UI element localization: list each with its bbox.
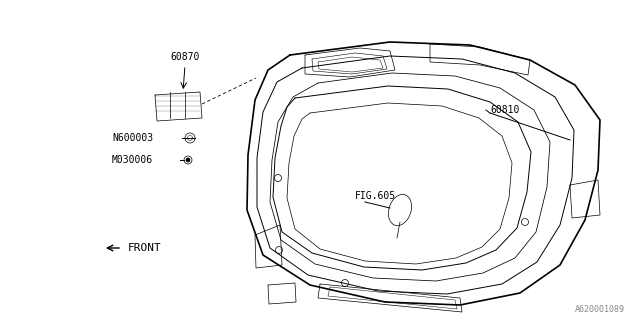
- Text: A620001089: A620001089: [575, 306, 625, 315]
- Circle shape: [186, 158, 190, 162]
- Text: 60810: 60810: [490, 105, 520, 115]
- Text: FIG.605: FIG.605: [355, 191, 396, 201]
- Text: M030006: M030006: [112, 155, 153, 165]
- Text: 60870: 60870: [170, 52, 200, 62]
- Text: FRONT: FRONT: [128, 243, 162, 253]
- Text: N600003: N600003: [112, 133, 153, 143]
